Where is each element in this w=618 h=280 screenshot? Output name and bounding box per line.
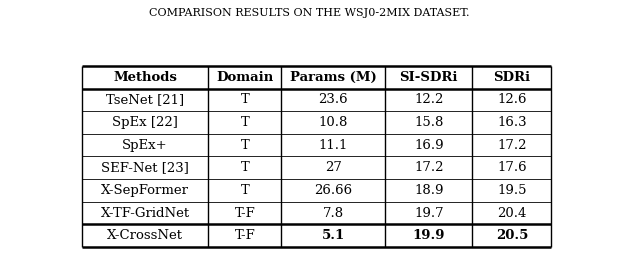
- Text: 27: 27: [325, 161, 342, 174]
- Text: TseNet [21]: TseNet [21]: [106, 94, 184, 106]
- Text: 19.5: 19.5: [497, 184, 527, 197]
- Text: COMPARISON RESULTS ON THE WSJ0-2MIX DATASET.: COMPARISON RESULTS ON THE WSJ0-2MIX DATA…: [149, 8, 469, 18]
- Text: X-TF-GridNet: X-TF-GridNet: [101, 207, 190, 220]
- Text: 17.6: 17.6: [497, 161, 527, 174]
- Text: 12.6: 12.6: [497, 94, 527, 106]
- Text: 15.8: 15.8: [414, 116, 444, 129]
- Text: 12.2: 12.2: [414, 94, 444, 106]
- Text: 7.8: 7.8: [323, 207, 344, 220]
- Text: SpEx+: SpEx+: [122, 139, 168, 152]
- Text: 26.66: 26.66: [315, 184, 352, 197]
- Text: 20.5: 20.5: [496, 229, 528, 242]
- Text: SEF-Net [23]: SEF-Net [23]: [101, 161, 189, 174]
- Text: SDRi: SDRi: [493, 71, 530, 84]
- Text: 11.1: 11.1: [319, 139, 348, 152]
- Text: 16.9: 16.9: [414, 139, 444, 152]
- Text: 19.7: 19.7: [414, 207, 444, 220]
- Text: 17.2: 17.2: [414, 161, 444, 174]
- Text: Methods: Methods: [113, 71, 177, 84]
- Text: 10.8: 10.8: [319, 116, 348, 129]
- Text: 23.6: 23.6: [318, 94, 348, 106]
- Text: X-CrossNet: X-CrossNet: [107, 229, 183, 242]
- Text: 19.9: 19.9: [413, 229, 445, 242]
- Text: T: T: [240, 116, 249, 129]
- Text: 5.1: 5.1: [322, 229, 345, 242]
- Text: 20.4: 20.4: [497, 207, 527, 220]
- Text: X-SepFormer: X-SepFormer: [101, 184, 189, 197]
- Text: T-F: T-F: [234, 207, 255, 220]
- Text: SI-SDRi: SI-SDRi: [400, 71, 458, 84]
- Text: Params (M): Params (M): [290, 71, 377, 84]
- Text: 18.9: 18.9: [414, 184, 444, 197]
- Text: 16.3: 16.3: [497, 116, 527, 129]
- Text: SpEx [22]: SpEx [22]: [112, 116, 178, 129]
- Text: T: T: [240, 161, 249, 174]
- Text: T-F: T-F: [234, 229, 255, 242]
- Text: T: T: [240, 184, 249, 197]
- Text: 17.2: 17.2: [497, 139, 527, 152]
- Text: T: T: [240, 139, 249, 152]
- Text: T: T: [240, 94, 249, 106]
- Text: Domain: Domain: [216, 71, 273, 84]
